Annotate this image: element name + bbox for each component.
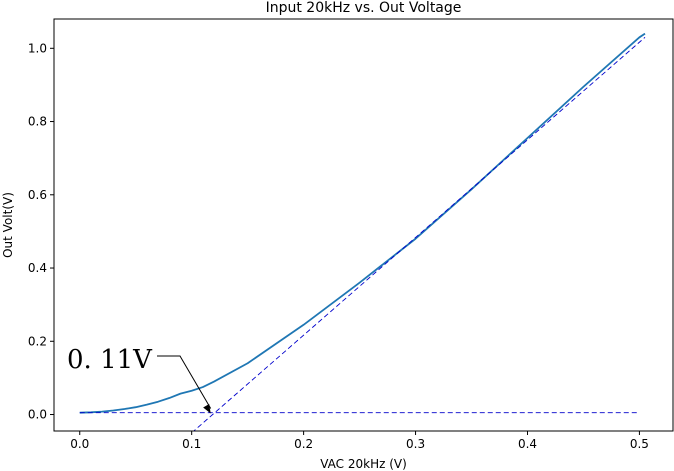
series-line-0 — [79, 32, 646, 414]
y-tick-label: 0.2 — [28, 334, 47, 348]
chart-title: Input 20kHz vs. Out Voltage — [266, 0, 462, 16]
y-axis: 0.0 0.2 0.4 0.6 0.8 1.0 — [28, 41, 54, 422]
annotation-arrowhead — [203, 403, 211, 414]
y-tick-label: 0.0 — [28, 408, 47, 422]
y-axis-label: Out Volt(V) — [1, 192, 15, 258]
y-tick-label: 0.4 — [28, 261, 47, 275]
x-tick-label: 0.1 — [182, 437, 201, 451]
annotation-label: 0. 11V — [67, 345, 153, 375]
x-tick-label: 0.0 — [70, 437, 89, 451]
annotation: 0. 11V — [67, 345, 212, 414]
y-tick-label: 0.8 — [28, 115, 47, 129]
x-tick-label: 0.4 — [518, 437, 537, 451]
x-tick-label: 0.5 — [630, 437, 649, 451]
plot-lines — [79, 32, 646, 431]
y-tick-label: 1.0 — [28, 41, 47, 55]
x-tick-label: 0.2 — [294, 437, 313, 451]
y-tick-label: 0.6 — [28, 188, 47, 202]
plot-frame — [53, 18, 674, 432]
x-tick-label: 0.3 — [406, 437, 425, 451]
series-line-2 — [193, 36, 646, 431]
x-axis: 0.0 0.1 0.2 0.3 0.4 0.5 — [70, 431, 649, 451]
x-axis-label: VAC 20kHz (V) — [320, 457, 407, 471]
annotation-arrow-line — [157, 355, 212, 409]
